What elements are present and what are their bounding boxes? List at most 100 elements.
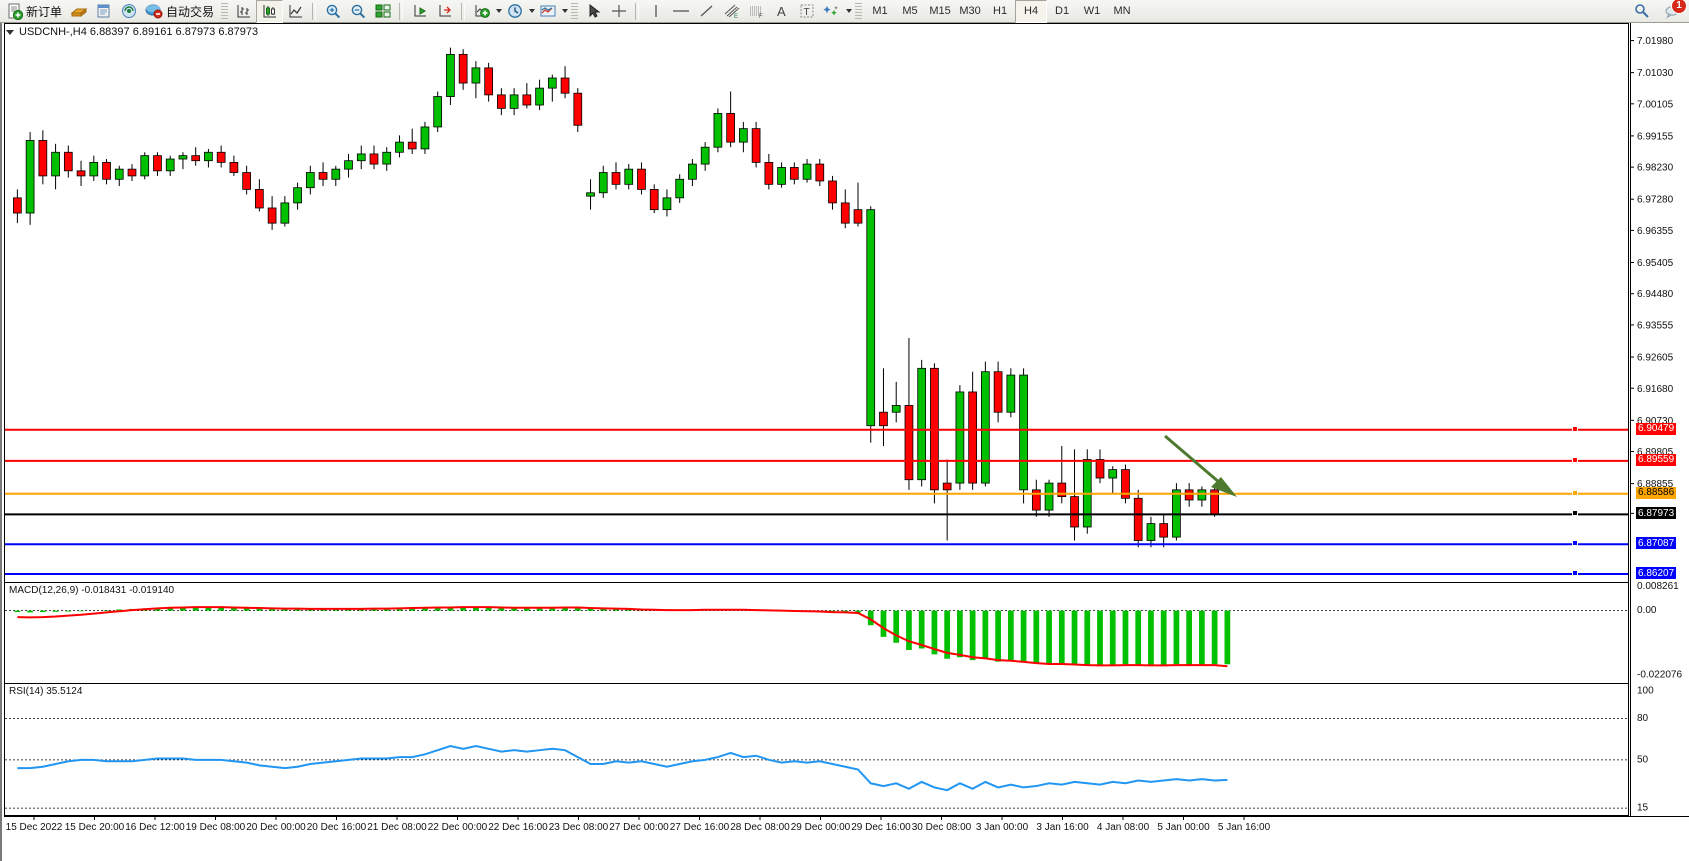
candlestick-icon — [263, 5, 276, 18]
svg-text:29 Dec 00:00: 29 Dec 00:00 — [791, 822, 851, 833]
text-button[interactable]: A — [769, 1, 794, 22]
toolbar-grip-2[interactable] — [571, 2, 579, 20]
price-axis[interactable]: 7.01980 7.01030 7.00105 6.99155 6.98230 6.972… — [1572, 23, 1689, 816]
svg-text:6.99155: 6.99155 — [1637, 131, 1674, 142]
chart-plot-area[interactable]: MACD(12,26,9) -0.018431 -0.019140 RSI(14… — [4, 23, 1629, 816]
shapes-dropdown-caret[interactable] — [846, 9, 853, 13]
search-button[interactable] — [1629, 1, 1654, 22]
svg-text:6.89805: 6.89805 — [1637, 447, 1674, 458]
timeframe-m15[interactable]: M15 — [929, 5, 951, 17]
svg-text:7.00105: 7.00105 — [1637, 99, 1674, 110]
signals-button[interactable] — [116, 1, 141, 22]
tile-windows-button[interactable] — [370, 1, 395, 22]
timeframe-h4[interactable]: H4 — [1015, 0, 1048, 23]
indicator-add-icon — [475, 5, 490, 18]
price-candles-svg — [5, 47, 1628, 576]
chart-symbol-ohlc-label: USDCNH-,H4 6.88397 6.89161 6.87973 6.879… — [19, 26, 259, 38]
svg-text:-0.022076: -0.022076 — [1637, 669, 1682, 680]
svg-text:22 Dec 00:00: 22 Dec 00:00 — [428, 822, 488, 833]
candlestick-chart-button[interactable] — [256, 0, 284, 23]
chart-shift-button[interactable] — [432, 1, 457, 22]
auto-trading-button[interactable]: 自动交易 — [141, 1, 218, 22]
timeframe-mn[interactable]: MN — [1113, 5, 1131, 17]
timeframe-m5[interactable]: M5 — [902, 5, 918, 17]
timeframe-m30[interactable]: M30 — [959, 5, 981, 17]
indicators-button[interactable] — [469, 1, 494, 22]
resistance-line-2-handle[interactable] — [1572, 456, 1578, 463]
price-axis-ticks-svg: 7.01980 7.01030 7.00105 6.99155 6.98230 6.972… — [1630, 23, 1682, 816]
support-line-1-handle[interactable] — [1572, 540, 1578, 547]
text-label-button[interactable]: T — [794, 1, 819, 22]
svg-text:E: E — [734, 14, 738, 19]
timeframe-w1[interactable]: W1 — [1083, 5, 1101, 17]
arrow-cursor-icon — [589, 3, 600, 18]
text-label-icon: T — [800, 4, 814, 18]
fibonacci-button[interactable]: F — [744, 1, 769, 22]
shapes-button[interactable] — [819, 1, 844, 22]
crosshair-button[interactable] — [606, 1, 631, 22]
svg-text:80: 80 — [1637, 713, 1649, 724]
chart-window[interactable]: USDCNH-,H4 6.88397 6.89161 6.87973 6.879… — [0, 23, 1689, 861]
macd-pane[interactable]: MACD(12,26,9) -0.018431 -0.019140 — [5, 582, 1628, 682]
timeframe-h1[interactable]: H1 — [993, 5, 1008, 17]
time-axis[interactable]: 15 Dec 2022 15 Dec 20:00 16 Dec 12:00 19 De… — [4, 816, 1689, 838]
svg-text:3 Jan 16:00: 3 Jan 16:00 — [1036, 822, 1089, 833]
price-pane[interactable] — [5, 25, 1628, 581]
toolbar-separator-3 — [461, 2, 466, 20]
svg-text:6.97280: 6.97280 — [1637, 195, 1674, 206]
svg-text:6.91680: 6.91680 — [1637, 384, 1674, 395]
chart-shift-icon — [439, 5, 451, 17]
new-order-button[interactable]: 新订单 — [2, 1, 66, 22]
resistance-line-1-handle[interactable] — [1572, 425, 1578, 432]
last-price-line-handle[interactable] — [1572, 510, 1578, 517]
zoom-in-button[interactable] — [320, 1, 345, 22]
svg-text:3 Jan 00:00: 3 Jan 00:00 — [976, 822, 1029, 833]
cursor-button[interactable] — [581, 1, 606, 22]
horizontal-line-button[interactable] — [668, 1, 694, 22]
signal-icon — [121, 4, 136, 18]
periods-button[interactable] — [502, 1, 527, 22]
equidistant-channel-button[interactable]: E — [719, 1, 744, 22]
pivot-line-handle[interactable] — [1572, 489, 1578, 496]
svg-text:23 Dec 08:00: 23 Dec 08:00 — [549, 822, 609, 833]
line-chart-button[interactable] — [283, 1, 308, 22]
pivot-line-tag[interactable]: 6.88586 — [1636, 486, 1677, 499]
svg-text:6.95405: 6.95405 — [1637, 258, 1674, 269]
svg-text:6.92605: 6.92605 — [1637, 353, 1674, 364]
notification-badge: 1 — [1671, 0, 1687, 14]
bar-chart-button[interactable] — [231, 1, 256, 22]
toolbar-grip[interactable] — [221, 2, 229, 20]
rsi-pane[interactable]: RSI(14) 35.5124 — [5, 683, 1628, 815]
zoom-out-button[interactable] — [345, 1, 370, 22]
auto-scroll-button[interactable] — [407, 1, 432, 22]
timeframe-m1[interactable]: M1 — [872, 5, 888, 17]
chart-menu-caret-icon[interactable] — [6, 29, 14, 35]
svg-text:28 Dec 08:00: 28 Dec 08:00 — [730, 822, 790, 833]
toolbar-separator — [312, 2, 317, 20]
rsi-svg — [5, 718, 1628, 809]
svg-text:0.00: 0.00 — [1637, 605, 1657, 616]
trendline-button[interactable] — [694, 1, 719, 22]
indicators-dropdown-caret[interactable] — [496, 9, 503, 13]
templates-button[interactable] — [535, 1, 560, 22]
support-line-1-tag[interactable]: 6.87087 — [1636, 537, 1677, 550]
templates-dropdown-caret[interactable] — [562, 9, 569, 13]
equidistant-channel-icon: E — [724, 4, 739, 19]
notifications-button[interactable]: 1 — [1660, 0, 1687, 22]
toolbar-right-group: 1 — [1629, 0, 1689, 22]
periods-dropdown-caret[interactable] — [529, 9, 536, 13]
last-price-line-tag[interactable]: 6.87973 — [1636, 507, 1677, 520]
support-line-2-tag[interactable]: 6.86207 — [1636, 567, 1677, 579]
data-window-button[interactable] — [91, 1, 116, 22]
text-icon: A — [777, 4, 786, 19]
resistance-line-1-tag[interactable]: 6.90479 — [1636, 422, 1677, 435]
support-line-2-handle[interactable] — [1572, 570, 1578, 576]
resistance-line-2-tag[interactable]: 6.89559 — [1636, 453, 1677, 466]
trendline-icon — [700, 5, 712, 17]
horizontal-line-icon — [673, 10, 690, 12]
new-order-icon — [8, 3, 23, 20]
toolbar-grip-3[interactable] — [855, 2, 863, 20]
expert-advisors-button[interactable] — [66, 1, 91, 22]
timeframe-d1[interactable]: D1 — [1055, 5, 1070, 17]
vertical-line-button[interactable] — [643, 1, 668, 22]
